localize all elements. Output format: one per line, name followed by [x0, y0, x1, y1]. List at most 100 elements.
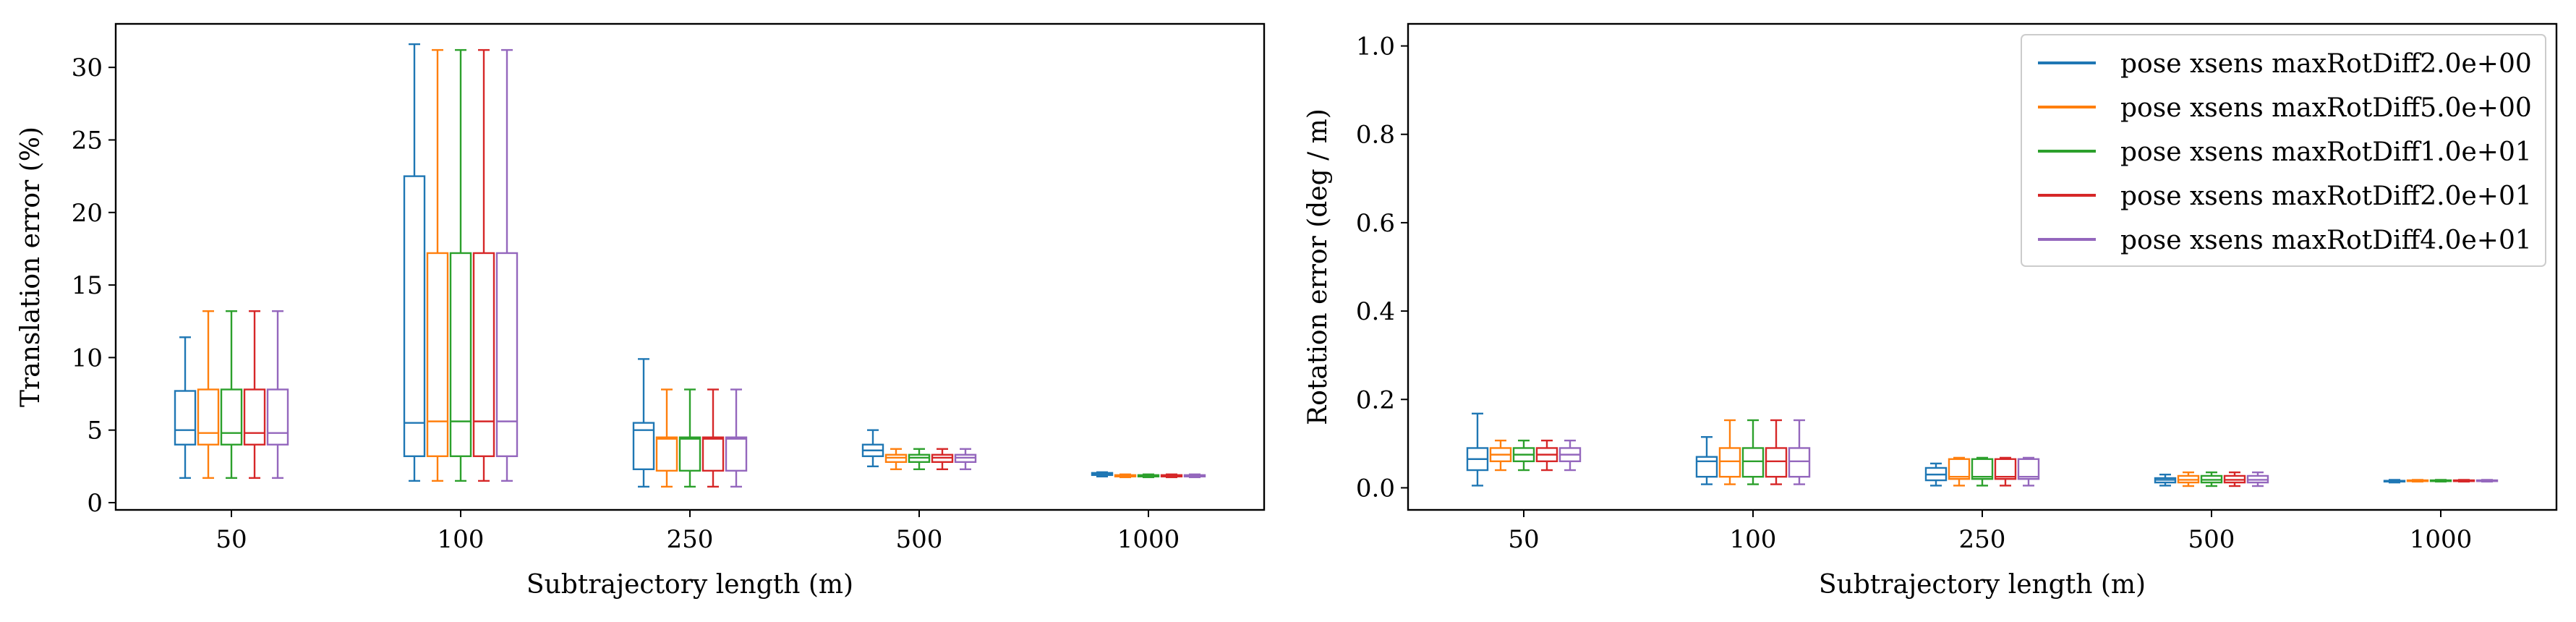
y-tick-label: 0.0: [1356, 474, 1395, 503]
box-plot-element: [655, 388, 678, 488]
y-tick-label: 5: [87, 417, 103, 446]
box-plot-element: [2017, 456, 2040, 487]
box-plot-element: [266, 310, 289, 480]
iqr-box: [426, 252, 449, 457]
box-plot-element: [1160, 473, 1183, 479]
rotation-y-ticks: 0.0 0.2 0.4 0.6 0.8 1.0: [1356, 33, 1408, 503]
legend-entry: pose xsens maxRotDiff5.0e+00: [2038, 93, 2532, 123]
y-tick-label: 0.2: [1356, 385, 1395, 414]
iqr-box: [655, 436, 678, 472]
box-plot-element: [1971, 456, 1994, 487]
box-plot-element: [1183, 473, 1206, 479]
rotation-boxes: [1466, 412, 2499, 487]
y-tick-label: 0: [87, 489, 103, 518]
x-tick-label: 1000: [1117, 525, 1180, 554]
iqr-box: [1718, 447, 1741, 478]
legend-box: [2021, 34, 2546, 267]
x-tick-label: 100: [438, 525, 485, 554]
box-plot-element: [954, 448, 977, 471]
iqr-box: [197, 388, 220, 446]
box-plot-element: [220, 310, 243, 480]
box-plot-element: [2200, 471, 2223, 487]
legend-label: pose xsens maxRotDiff4.0e+01: [2120, 226, 2532, 255]
iqr-box: [403, 175, 426, 457]
box-plot-element: [426, 48, 449, 482]
x-tick-label: 250: [667, 525, 714, 554]
iqr-box: [1948, 458, 1971, 480]
box-plot-element: [2452, 479, 2475, 483]
box-plot-element: [449, 48, 472, 482]
y-tick-label: 0.6: [1356, 209, 1395, 238]
box-plot-element: [1137, 473, 1160, 479]
box-plot-element: [1695, 436, 1718, 485]
translation-y-ticks: 0 5 10 15 20 25 30: [72, 54, 116, 518]
iqr-box: [220, 388, 243, 446]
box-plot-element: [1114, 473, 1137, 479]
box-plot-element: [2429, 479, 2452, 483]
box-plot-element: [495, 48, 519, 482]
y-tick-label: 25: [72, 126, 103, 155]
x-tick-label: 250: [1959, 525, 2006, 554]
y-tick-label: 0.8: [1356, 121, 1395, 150]
box-plot-element: [632, 358, 655, 488]
legend-entry: pose xsens maxRotDiff2.0e+00: [2038, 49, 2532, 79]
iqr-box: [243, 388, 266, 446]
box-plot-element: [243, 310, 266, 480]
iqr-box: [472, 252, 495, 457]
box-plot-element: [2406, 479, 2429, 483]
box-plot-element: [1765, 419, 1788, 485]
rotation-y-axis-label: Rotation error (deg / m): [1303, 108, 1333, 425]
box-plot-element: [1788, 419, 1811, 485]
box-plot-element: [2177, 471, 2200, 487]
iqr-box: [632, 422, 655, 471]
x-tick-label: 1000: [2410, 525, 2473, 554]
box-plot-element: [1489, 439, 1512, 472]
box-plot-element: [2246, 471, 2269, 487]
legend-entry: pose xsens maxRotDiff2.0e+01: [2038, 182, 2532, 211]
iqr-box: [678, 436, 701, 472]
rotation-x-ticks: 50 100 250 500 1000: [1508, 510, 2472, 554]
box-plot-element: [2383, 479, 2406, 484]
box-plot-element: [1512, 439, 1535, 472]
y-tick-label: 10: [72, 344, 103, 372]
iqr-box: [449, 252, 472, 457]
box-plot-element: [861, 429, 884, 468]
iqr-box: [1765, 447, 1788, 478]
box-plot-element: [884, 448, 908, 471]
y-tick-label: 0.4: [1356, 297, 1395, 326]
translation-error-panel: 0 5 10 15 20 25 30 50 100 250 500 1000 Subtrajecto…: [16, 22, 1266, 600]
box-plot-element: [1741, 419, 1765, 485]
iqr-box: [2017, 458, 2040, 480]
box-plot-element: [1924, 462, 1948, 487]
rotation-error-panel: 0.0 0.2 0.4 0.6 0.8 1.0 50 100 250 500 1000 Subtr…: [1303, 22, 2558, 600]
y-tick-label: 30: [72, 54, 103, 82]
iqr-box: [1695, 456, 1718, 478]
box-plot-element: [197, 310, 220, 480]
x-tick-label: 500: [896, 525, 943, 554]
box-plot-element: [2475, 479, 2499, 483]
box-plot-element: [1718, 419, 1741, 485]
translation-boxes: [174, 43, 1206, 488]
iqr-box: [701, 436, 725, 472]
translation-x-axis-label: Subtrajectory length (m): [526, 570, 853, 600]
x-tick-label: 100: [1730, 525, 1777, 554]
box-plot-element: [403, 43, 426, 482]
x-tick-label: 500: [2188, 525, 2235, 554]
rotation-x-axis-label: Subtrajectory length (m): [1819, 570, 2146, 600]
box-plot-element: [2154, 473, 2177, 487]
legend-label: pose xsens maxRotDiff2.0e+00: [2120, 49, 2532, 79]
box-plot-element: [701, 388, 725, 488]
iqr-box: [266, 388, 289, 446]
box-plot-element: [2223, 471, 2246, 487]
legend-entry: pose xsens maxRotDiff4.0e+01: [2038, 226, 2532, 255]
iqr-box: [725, 436, 748, 472]
translation-x-ticks: 50 100 250 500 1000: [216, 510, 1180, 554]
legend-entry: pose xsens maxRotDiff1.0e+01: [2038, 137, 2532, 167]
box-plot-element: [1994, 456, 2017, 487]
box-plot-element: [1948, 456, 1971, 487]
y-tick-label: 1.0: [1356, 33, 1395, 61]
iqr-box: [174, 390, 197, 446]
box-plot-element: [678, 388, 701, 488]
iqr-box: [1994, 458, 2017, 480]
